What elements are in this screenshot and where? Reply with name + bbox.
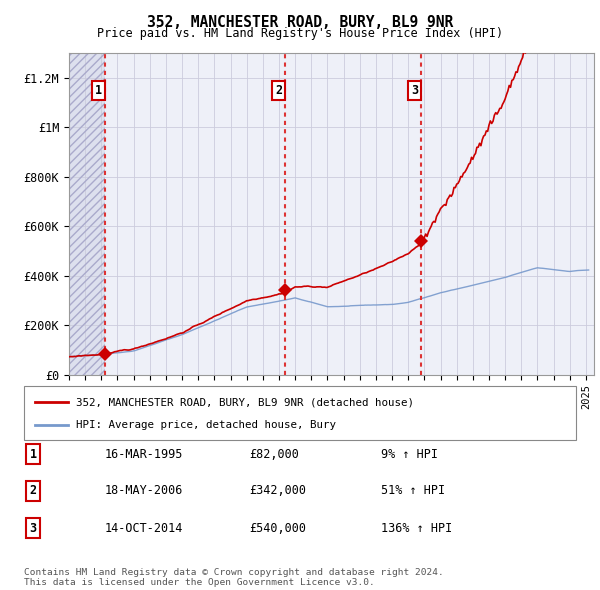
Text: Contains HM Land Registry data © Crown copyright and database right 2024.
This d: Contains HM Land Registry data © Crown c… (24, 568, 444, 587)
Text: 2: 2 (29, 484, 37, 497)
Text: 3: 3 (411, 84, 418, 97)
Text: 18-MAY-2006: 18-MAY-2006 (105, 484, 184, 497)
Text: Price paid vs. HM Land Registry's House Price Index (HPI): Price paid vs. HM Land Registry's House … (97, 27, 503, 40)
Text: 136% ↑ HPI: 136% ↑ HPI (381, 522, 452, 535)
Text: 352, MANCHESTER ROAD, BURY, BL9 9NR: 352, MANCHESTER ROAD, BURY, BL9 9NR (147, 15, 453, 30)
Text: HPI: Average price, detached house, Bury: HPI: Average price, detached house, Bury (76, 419, 337, 430)
Bar (69, 53, 104, 375)
Text: 14-OCT-2014: 14-OCT-2014 (105, 522, 184, 535)
Text: 352, MANCHESTER ROAD, BURY, BL9 9NR (detached house): 352, MANCHESTER ROAD, BURY, BL9 9NR (det… (76, 398, 415, 407)
Text: £540,000: £540,000 (249, 522, 306, 535)
Text: 51% ↑ HPI: 51% ↑ HPI (381, 484, 445, 497)
Text: 9% ↑ HPI: 9% ↑ HPI (381, 448, 438, 461)
Text: £342,000: £342,000 (249, 484, 306, 497)
Text: 16-MAR-1995: 16-MAR-1995 (105, 448, 184, 461)
Text: 3: 3 (29, 522, 37, 535)
Bar (69, 53, 104, 375)
Text: 1: 1 (29, 448, 37, 461)
Text: 2: 2 (275, 84, 282, 97)
Text: 1: 1 (95, 84, 102, 97)
Text: £82,000: £82,000 (249, 448, 299, 461)
